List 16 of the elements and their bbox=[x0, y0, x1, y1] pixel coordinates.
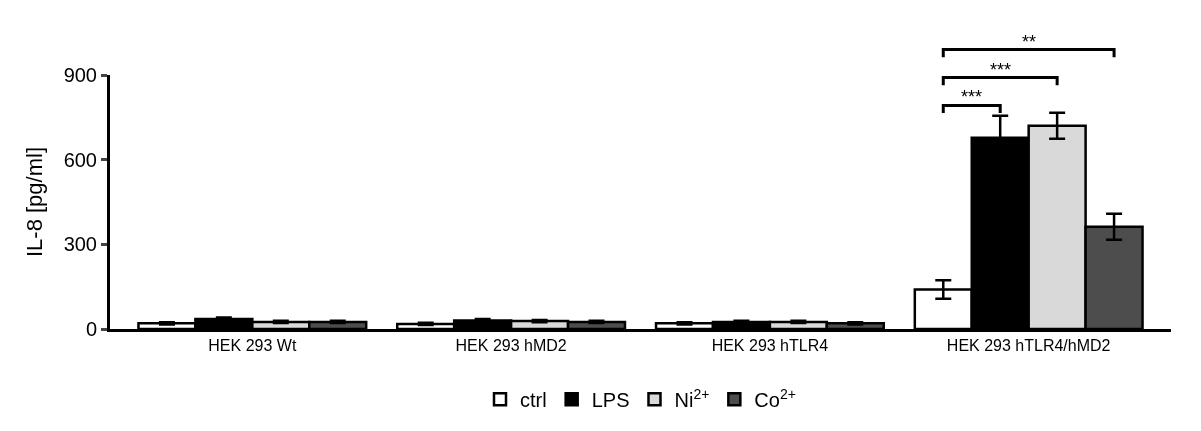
x-tick-label: HEK 293 hMD2 bbox=[455, 337, 567, 355]
x-tick-label: HEK 293 hTLR4 bbox=[711, 337, 829, 355]
annotation: *** bbox=[961, 87, 983, 107]
legend-label: ctrl bbox=[520, 389, 547, 412]
y-tick-label: 0 bbox=[85, 318, 97, 340]
text: ** bbox=[1022, 32, 1037, 52]
x-tick-label: HEK 293 Wt bbox=[208, 337, 297, 355]
y-axis-title: IL-8 [pg/ml] bbox=[22, 146, 48, 258]
y-tick-label: 600 bbox=[63, 148, 97, 171]
y-tick-label: 900 bbox=[63, 64, 97, 86]
legend-label: LPS bbox=[591, 389, 630, 412]
y-tick-label: 300 bbox=[63, 233, 97, 256]
legend-label: Ni$^{2+}$ bbox=[674, 385, 710, 412]
annotation: *** bbox=[990, 60, 1012, 80]
legend-label: Co$^{2+}$ bbox=[754, 385, 796, 412]
x-tick-label: HEK 293 hTLR4/hMD2 bbox=[946, 337, 1111, 355]
